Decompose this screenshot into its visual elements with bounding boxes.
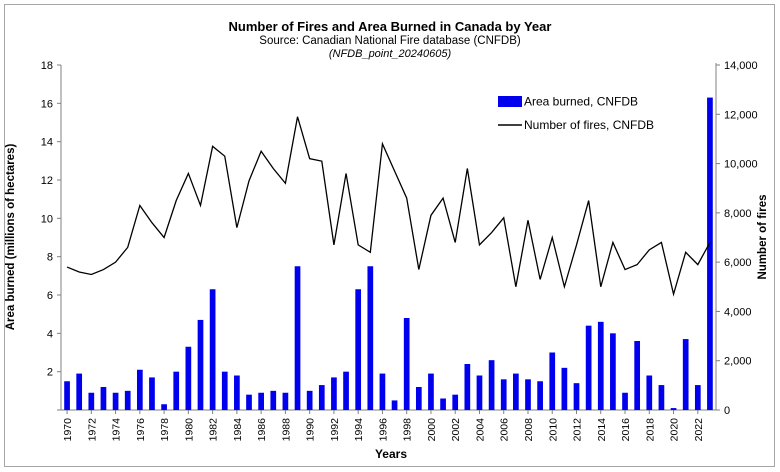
svg-text:6,000: 6,000 — [724, 257, 752, 269]
svg-text:8,000: 8,000 — [724, 208, 752, 220]
svg-text:2,000: 2,000 — [724, 356, 752, 368]
svg-text:1988: 1988 — [280, 418, 292, 442]
svg-text:4,000: 4,000 — [724, 306, 752, 318]
svg-text:2018: 2018 — [644, 418, 656, 442]
svg-text:Number of fires, CNFDB: Number of fires, CNFDB — [524, 118, 654, 132]
svg-text:2000: 2000 — [426, 418, 438, 442]
svg-text:1976: 1976 — [135, 418, 147, 442]
svg-text:8: 8 — [47, 252, 53, 264]
svg-text:1974: 1974 — [111, 418, 123, 442]
svg-text:Area burned, CNFDB: Area burned, CNFDB — [524, 95, 638, 109]
svg-text:2020: 2020 — [669, 418, 681, 442]
svg-text:10,000: 10,000 — [724, 159, 758, 171]
svg-text:14,000: 14,000 — [724, 60, 758, 72]
svg-text:2: 2 — [47, 367, 53, 379]
svg-text:1972: 1972 — [86, 418, 98, 442]
svg-text:10: 10 — [41, 213, 53, 225]
svg-text:1980: 1980 — [183, 418, 195, 442]
svg-text:0: 0 — [724, 405, 730, 417]
svg-text:2006: 2006 — [499, 418, 511, 442]
svg-text:2022: 2022 — [693, 418, 705, 442]
svg-text:18: 18 — [41, 60, 53, 72]
svg-text:1984: 1984 — [232, 418, 244, 442]
svg-text:1998: 1998 — [402, 418, 414, 442]
svg-text:2016: 2016 — [620, 418, 632, 442]
svg-text:2004: 2004 — [474, 418, 486, 442]
svg-text:1996: 1996 — [377, 418, 389, 442]
svg-text:1982: 1982 — [208, 418, 220, 442]
svg-text:4: 4 — [47, 328, 53, 340]
svg-text:1986: 1986 — [256, 418, 268, 442]
svg-text:1990: 1990 — [305, 418, 317, 442]
svg-text:12: 12 — [41, 175, 53, 187]
svg-text:1978: 1978 — [159, 418, 171, 442]
svg-text:1970: 1970 — [62, 418, 74, 442]
svg-text:14: 14 — [41, 137, 53, 149]
svg-text:2014: 2014 — [596, 418, 608, 442]
svg-text:2012: 2012 — [572, 418, 584, 442]
svg-text:Number of fires: Number of fires — [757, 195, 769, 280]
svg-text:2008: 2008 — [523, 418, 535, 442]
svg-text:6: 6 — [47, 290, 53, 302]
svg-text:16: 16 — [41, 98, 53, 110]
svg-text:2002: 2002 — [450, 418, 462, 442]
svg-text:Years: Years — [375, 447, 407, 461]
svg-text:2010: 2010 — [547, 418, 559, 442]
svg-text:1994: 1994 — [353, 418, 365, 442]
svg-text:1992: 1992 — [329, 418, 341, 442]
svg-text:Area burned (millions of hecta: Area burned (millions of hectares) — [5, 144, 17, 331]
svg-text:12,000: 12,000 — [724, 109, 758, 121]
